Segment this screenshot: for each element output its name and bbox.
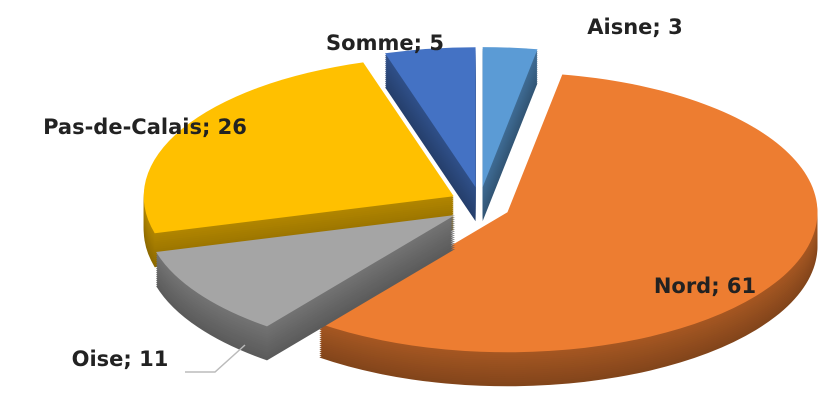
slice bbox=[143, 62, 454, 234]
leader-line bbox=[185, 344, 246, 373]
data-label: Aisne; 3 bbox=[587, 15, 682, 39]
slice bbox=[482, 47, 538, 188]
data-label: Pas-de-Calais; 26 bbox=[43, 115, 247, 139]
data-label: Somme; 5 bbox=[326, 31, 444, 55]
slice bbox=[385, 47, 476, 188]
slice bbox=[319, 74, 818, 353]
data-label: Nord; 61 bbox=[654, 274, 756, 298]
data-label: Oise; 11 bbox=[72, 347, 169, 371]
slice bbox=[156, 215, 456, 327]
